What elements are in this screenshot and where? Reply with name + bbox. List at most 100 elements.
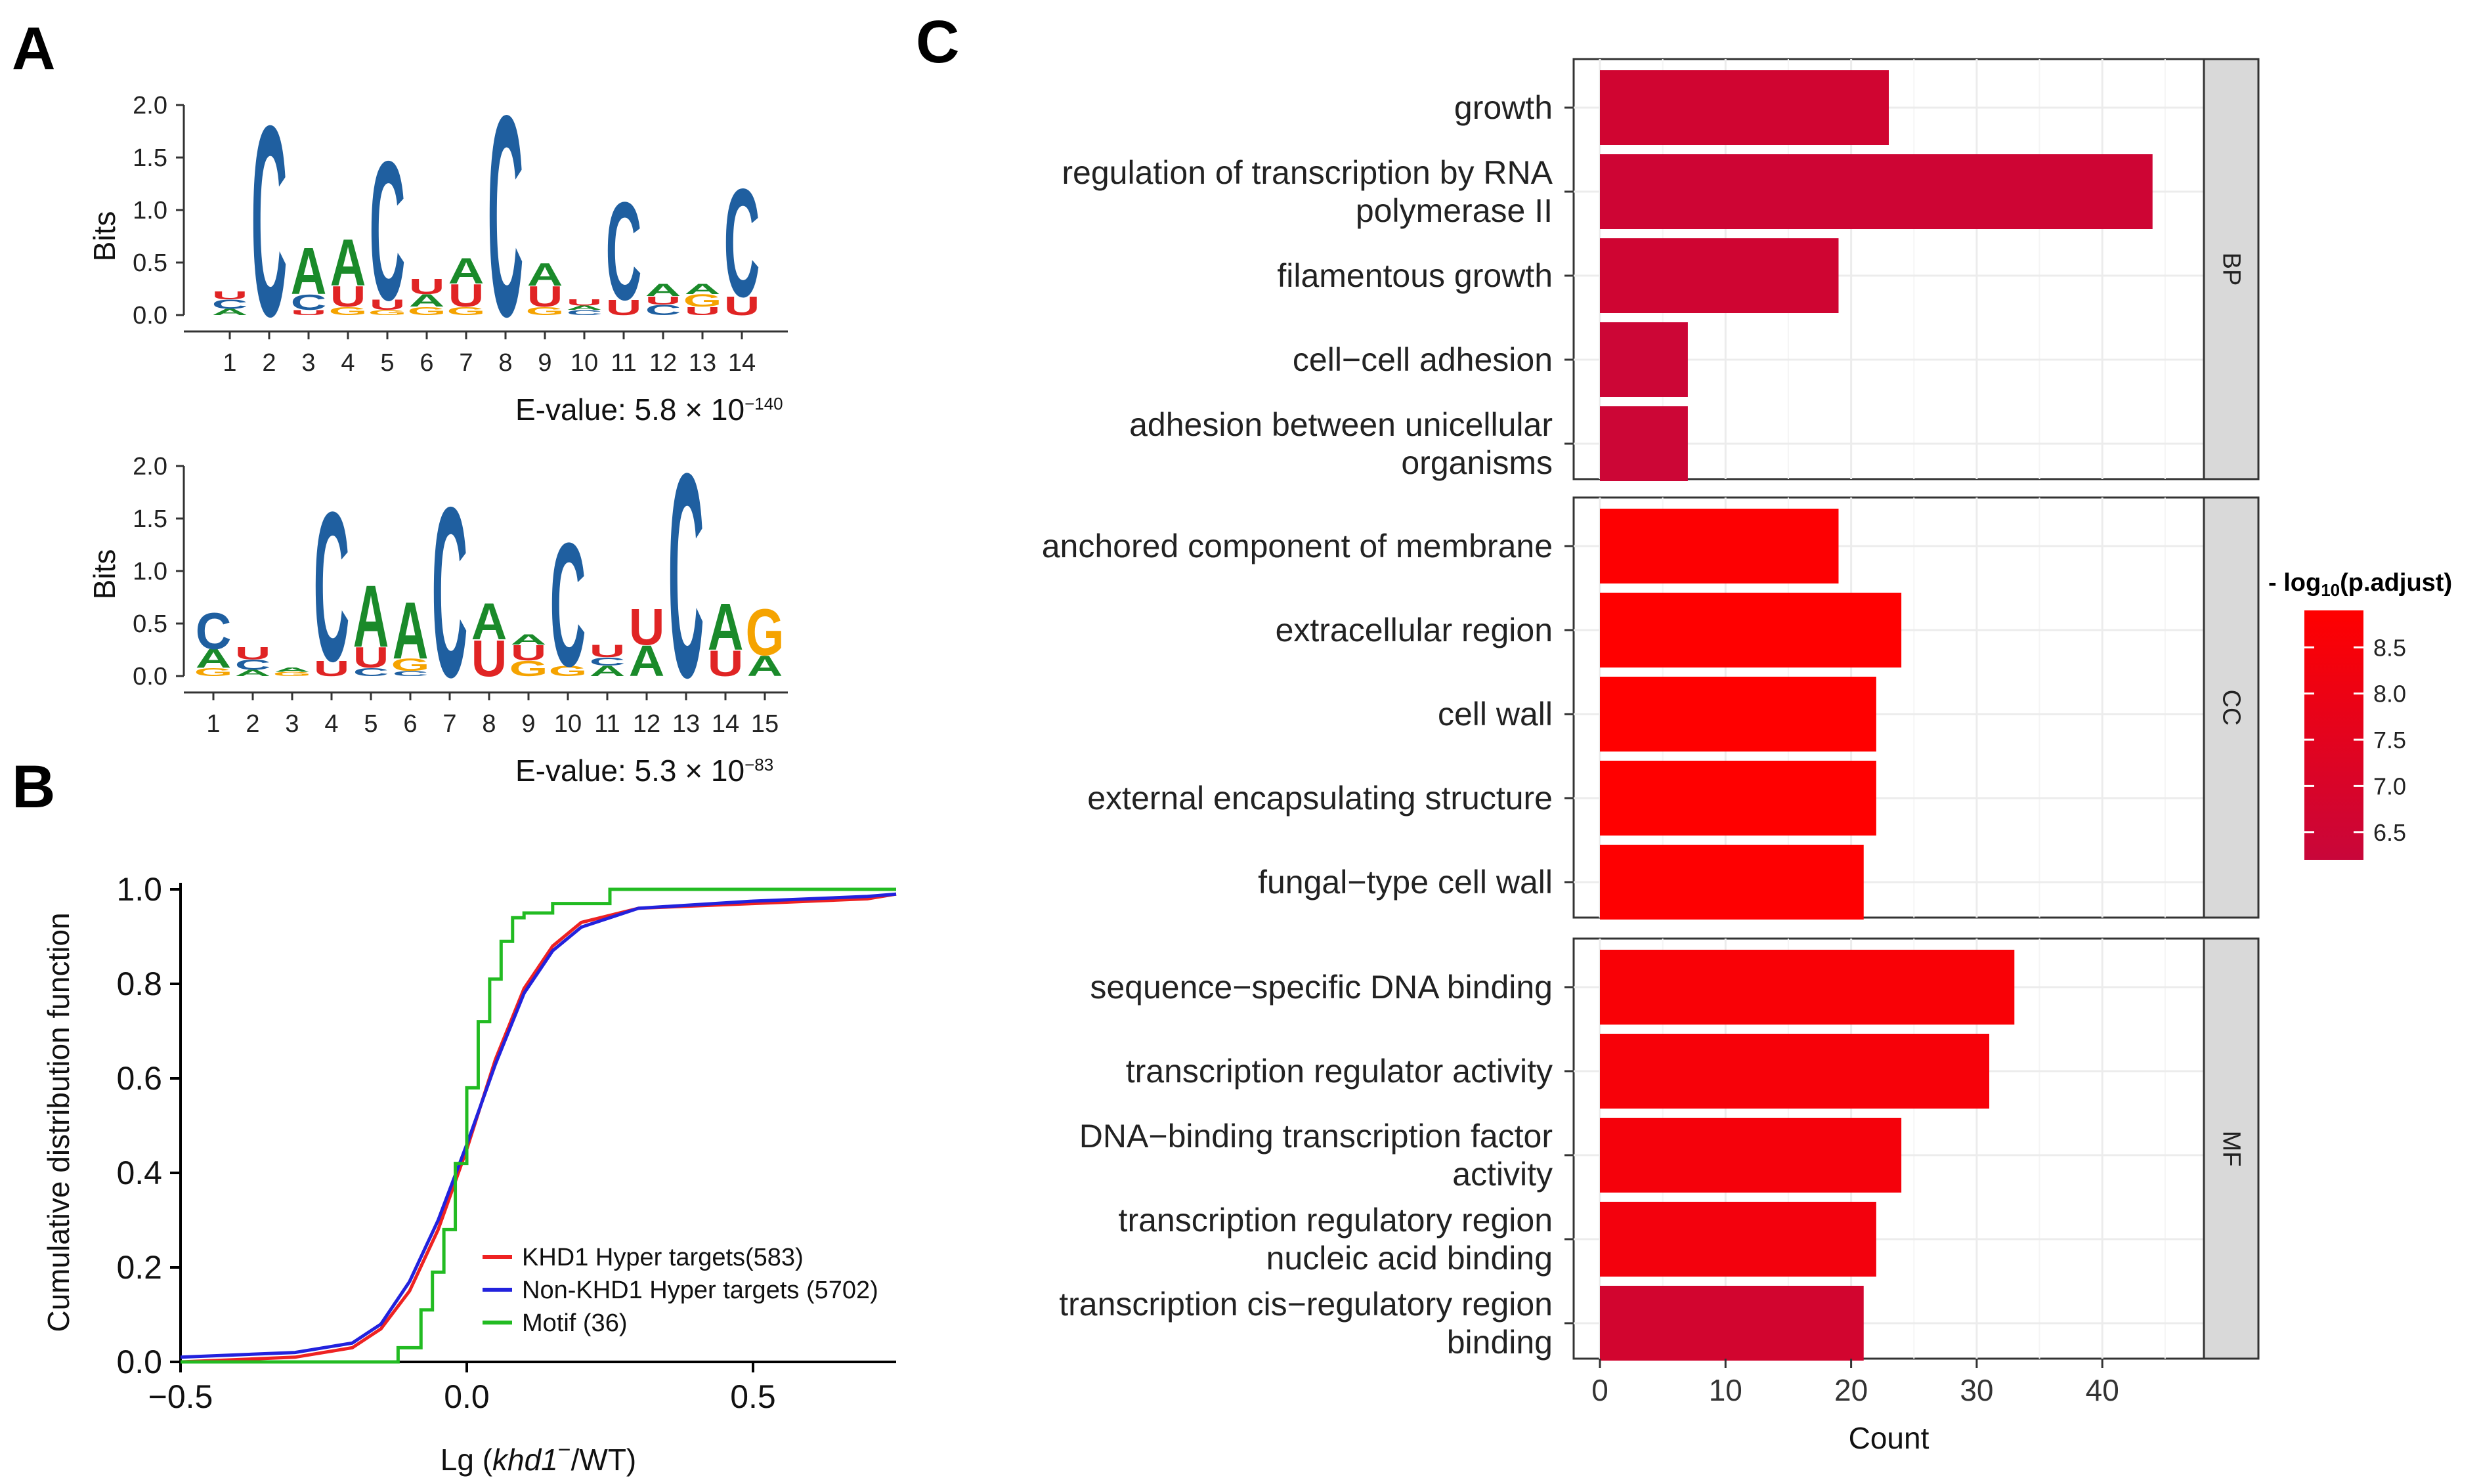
go-bar bbox=[1600, 1034, 1990, 1109]
logo-letter-G: G bbox=[273, 671, 312, 677]
logo-letter-C: C bbox=[370, 119, 406, 342]
logo-letter-U: U bbox=[685, 305, 721, 318]
cdf-chart: −0.5 0.0 0.50.00.20.40.60.81.0 Cumulative … bbox=[41, 871, 897, 1477]
cdf-xtick-label: −0.5 bbox=[148, 1378, 213, 1415]
logo-letter-C: C bbox=[590, 655, 626, 668]
logo-letter-C: C bbox=[393, 669, 429, 677]
cdf-xlabel-suffix: /WT) bbox=[571, 1443, 637, 1477]
colorbar-title-main: - log bbox=[2268, 569, 2321, 597]
logo-letter-U: U bbox=[645, 294, 681, 307]
logo-ytick-label: 1.5 bbox=[133, 144, 167, 172]
go-bar bbox=[1600, 406, 1688, 481]
colorbar-tick-label: 7.0 bbox=[2373, 773, 2406, 799]
logo-letter-A: A bbox=[393, 585, 429, 676]
logo-ytick-label: 2.0 bbox=[133, 92, 167, 119]
logo-letter-A: A bbox=[274, 667, 311, 673]
cdf-y-axis-label: Cumulative distribution function bbox=[41, 912, 75, 1332]
logo-letter-U: U bbox=[212, 289, 248, 302]
logo-letter-C: C bbox=[291, 290, 327, 314]
logo-letter-C: C bbox=[212, 297, 248, 312]
logo-letter-C: C bbox=[606, 173, 642, 329]
go-term-label: cell−cell adhesion bbox=[1293, 341, 1553, 378]
logo-letter-C: C bbox=[432, 457, 468, 728]
logo-letter-A: A bbox=[590, 663, 626, 679]
cdf-legend-label: Motif (36) bbox=[522, 1309, 627, 1337]
panel-letter-b: B bbox=[12, 753, 55, 820]
go-bar bbox=[1600, 950, 2015, 1025]
go-term-label: activity bbox=[1452, 1156, 1553, 1193]
cdf-series-2 bbox=[181, 887, 896, 1364]
logo-letter-U: U bbox=[511, 641, 547, 665]
go-bar bbox=[1600, 593, 1902, 668]
logo-xtick-label: 6 bbox=[403, 710, 417, 738]
go-bar bbox=[1600, 70, 1889, 145]
logo-letter-C: C bbox=[550, 505, 586, 703]
go-term-label: sequence−specific DNA binding bbox=[1090, 969, 1553, 1006]
go-x-axis-label: Count bbox=[1849, 1421, 1929, 1455]
logo-letter-A: A bbox=[629, 637, 665, 686]
logo-xtick-label: 1 bbox=[206, 710, 220, 738]
go-term-label: organisms bbox=[1401, 444, 1553, 481]
logo-xtick-label: 10 bbox=[571, 349, 598, 377]
cdf-ytick-label: 0.4 bbox=[116, 1155, 162, 1191]
logo-letter-U: U bbox=[314, 656, 350, 681]
go-bar bbox=[1600, 845, 1864, 920]
logo-xtick-label: 11 bbox=[594, 710, 620, 738]
go-term-label: growth bbox=[1454, 89, 1553, 126]
cdf-legend-label: Non-KHD1 Hyper targets (5702) bbox=[522, 1277, 878, 1304]
logo-ytick-label: 1.0 bbox=[133, 197, 167, 224]
logo-letter-A: A bbox=[567, 305, 603, 311]
logo-letter-C: C bbox=[251, 70, 288, 373]
logo-letter-C: C bbox=[724, 158, 760, 330]
logo-xtick-label: 4 bbox=[341, 349, 355, 377]
logo-letter-A: A bbox=[527, 256, 563, 293]
logo-letter-U: U bbox=[448, 277, 485, 314]
logo-letter-G: G bbox=[683, 291, 722, 311]
logo-letter-G: G bbox=[509, 656, 548, 681]
go-term-label: DNA−binding transcription factor bbox=[1079, 1118, 1553, 1155]
logo-letter-G: G bbox=[549, 663, 588, 679]
logo-letter-C: C bbox=[353, 666, 389, 679]
logo-letter-A: A bbox=[291, 234, 327, 308]
logo-xtick-label: 9 bbox=[538, 349, 551, 377]
logo1-y-axis-label: Bits bbox=[87, 211, 121, 262]
go-term-label: anchored component of membrane bbox=[1042, 528, 1553, 564]
facet-strip-label: MF bbox=[2218, 1131, 2245, 1167]
colorbar-title-sub: 10 bbox=[2321, 580, 2340, 600]
cdf-ytick-label: 0.2 bbox=[116, 1249, 162, 1286]
logo-letter-A: A bbox=[708, 589, 744, 664]
panel-letter-c: C bbox=[916, 9, 959, 75]
facet-strip-label: CC bbox=[2218, 690, 2245, 726]
go-bar-chart: growth regulation of transcription by RNA… bbox=[1042, 58, 2452, 1455]
facet-strip-MF bbox=[2203, 937, 2260, 1360]
go-xtick-label: 40 bbox=[2086, 1373, 2119, 1407]
logo-letter-G: G bbox=[526, 305, 565, 318]
colorbar-title: - log10(p.adjust) bbox=[2268, 569, 2452, 600]
logo-letter-G: G bbox=[746, 595, 785, 669]
logo-letter-A: A bbox=[747, 650, 783, 683]
go-term-label: transcription regulatory region bbox=[1119, 1202, 1553, 1239]
logo-letter-U: U bbox=[330, 281, 366, 314]
go-bar bbox=[1600, 238, 1839, 313]
go-bar bbox=[1600, 154, 2153, 229]
cdf-xtick-label: 0.0 bbox=[444, 1378, 490, 1415]
panel-letter-a: A bbox=[12, 15, 55, 82]
logo-letter-U: U bbox=[370, 297, 406, 313]
logo-letter-A: A bbox=[330, 226, 366, 300]
colorbar-tick-label: 7.5 bbox=[2373, 727, 2406, 753]
logo-xtick-label: 13 bbox=[672, 710, 700, 738]
logo-letter-U: U bbox=[629, 599, 665, 656]
logo-letter-G: G bbox=[447, 305, 486, 318]
go-xtick-label: 30 bbox=[1960, 1373, 1993, 1407]
cdf-x-axis-label: Lg (khd1−/WT) bbox=[441, 1437, 637, 1477]
logo-letter-A: A bbox=[448, 251, 485, 291]
colorbar-tick-label: 8.5 bbox=[2373, 634, 2406, 661]
logo-letter-U: U bbox=[590, 642, 626, 662]
cdf-ytick-label: 0.6 bbox=[116, 1060, 162, 1097]
colorbar: - log10(p.adjust) 6.5 7.0 7.5 8.0 8.5 bbox=[2268, 569, 2452, 860]
logo-letter-U: U bbox=[567, 297, 603, 307]
go-term-label: regulation of transcription by RNA bbox=[1062, 154, 1553, 191]
